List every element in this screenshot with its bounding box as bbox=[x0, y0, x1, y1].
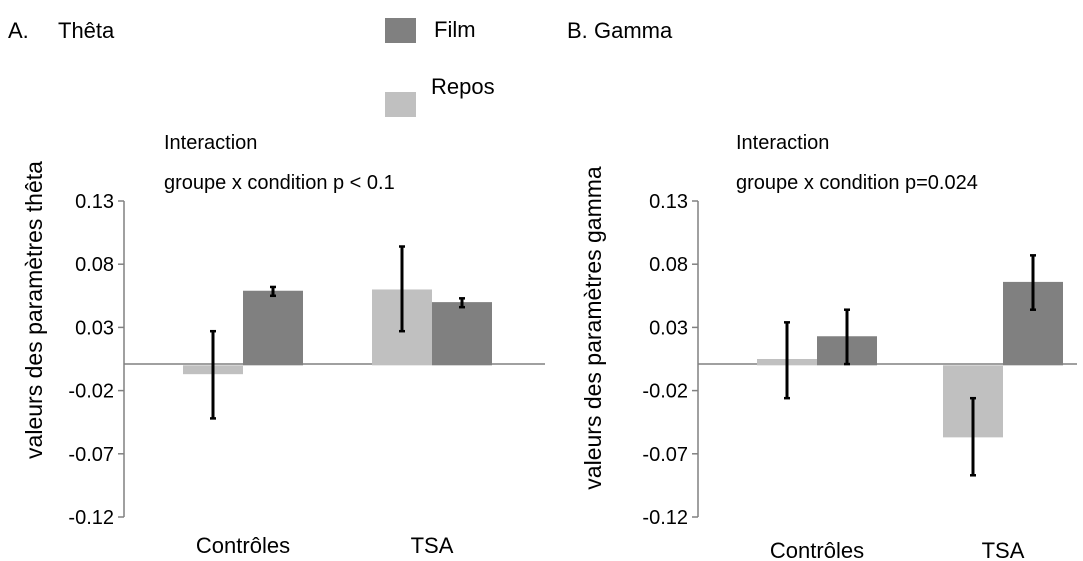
panel-a-label: A. bbox=[8, 18, 29, 43]
y-tick-label: 0.03 bbox=[649, 317, 688, 339]
panel-b-chart: Interaction groupe x condition p=0.024 v… bbox=[580, 132, 1077, 561]
panel-b-errorbar-controles-film bbox=[844, 308, 850, 366]
panel-b-bars bbox=[757, 254, 1063, 477]
y-tick-label: 0.13 bbox=[649, 191, 688, 213]
y-tick-label: -0.02 bbox=[642, 381, 688, 403]
panel-a-annotation-line1: Interaction bbox=[164, 132, 257, 154]
panel-b-y-axis-label: valeurs des paramètres gamma bbox=[580, 166, 606, 490]
y-tick-label: 0.08 bbox=[649, 254, 688, 276]
panel-a-annotation-line2: groupe x condition p < 0.1 bbox=[164, 172, 395, 194]
panel-a-bars bbox=[183, 245, 492, 420]
legend-label-repos: Repos bbox=[431, 74, 495, 99]
panel-b-errorbar-tsa-repos bbox=[970, 396, 976, 477]
y-tick-label: -0.02 bbox=[68, 381, 114, 403]
y-tick-label: -0.07 bbox=[642, 444, 688, 466]
panel-a-errorbar-tsa-film bbox=[459, 297, 465, 309]
panel-a-y-ticks: 0.13 0.08 0.03 -0.02 -0.07 -0.12 bbox=[68, 191, 124, 529]
panel-b-category-controles: Contrôles bbox=[770, 538, 864, 561]
legend-swatch-repos bbox=[385, 92, 416, 117]
panel-a-errorbar-controles-film bbox=[270, 285, 276, 298]
y-tick-label: -0.12 bbox=[642, 507, 688, 529]
panel-a-chart: Interaction groupe x condition p < 0.1 v… bbox=[21, 132, 545, 558]
panel-a-category-tsa: TSA bbox=[411, 533, 454, 558]
panel-b-errorbar-controles-repos bbox=[784, 321, 790, 400]
legend-swatch-film bbox=[385, 18, 416, 43]
panel-a-errorbar-controles-repos bbox=[210, 329, 216, 420]
panel-b-annotation-line1: Interaction bbox=[736, 132, 829, 154]
panel-a-bar-tsa-film bbox=[432, 302, 492, 366]
y-tick-label: -0.07 bbox=[68, 444, 114, 466]
panel-b-annotation-line2: groupe x condition p=0.024 bbox=[736, 172, 978, 194]
panel-a-errorbar-tsa-repos bbox=[399, 245, 405, 333]
y-tick-label: -0.12 bbox=[68, 507, 114, 529]
panel-b-title: Gamma bbox=[594, 18, 673, 43]
panel-a-bar-controles-film bbox=[243, 290, 303, 366]
panel-b-category-tsa: TSA bbox=[982, 538, 1025, 561]
panel-a-y-axis-label: valeurs des paramètres thêta bbox=[21, 161, 47, 459]
legend-label-film: Film bbox=[434, 17, 476, 42]
panel-b-label: B. bbox=[567, 18, 588, 43]
legend: Film Repos bbox=[385, 17, 495, 117]
panel-a-category-controles: Contrôles bbox=[196, 533, 290, 558]
panel-b-errorbar-tsa-film bbox=[1030, 254, 1036, 311]
y-tick-label: 0.13 bbox=[75, 191, 114, 213]
panel-b-y-ticks: 0.13 0.08 0.03 -0.02 -0.07 -0.12 bbox=[642, 191, 698, 529]
y-tick-label: 0.08 bbox=[75, 254, 114, 276]
y-tick-label: 0.03 bbox=[75, 317, 114, 339]
panel-a-title: Thêta bbox=[58, 18, 115, 43]
